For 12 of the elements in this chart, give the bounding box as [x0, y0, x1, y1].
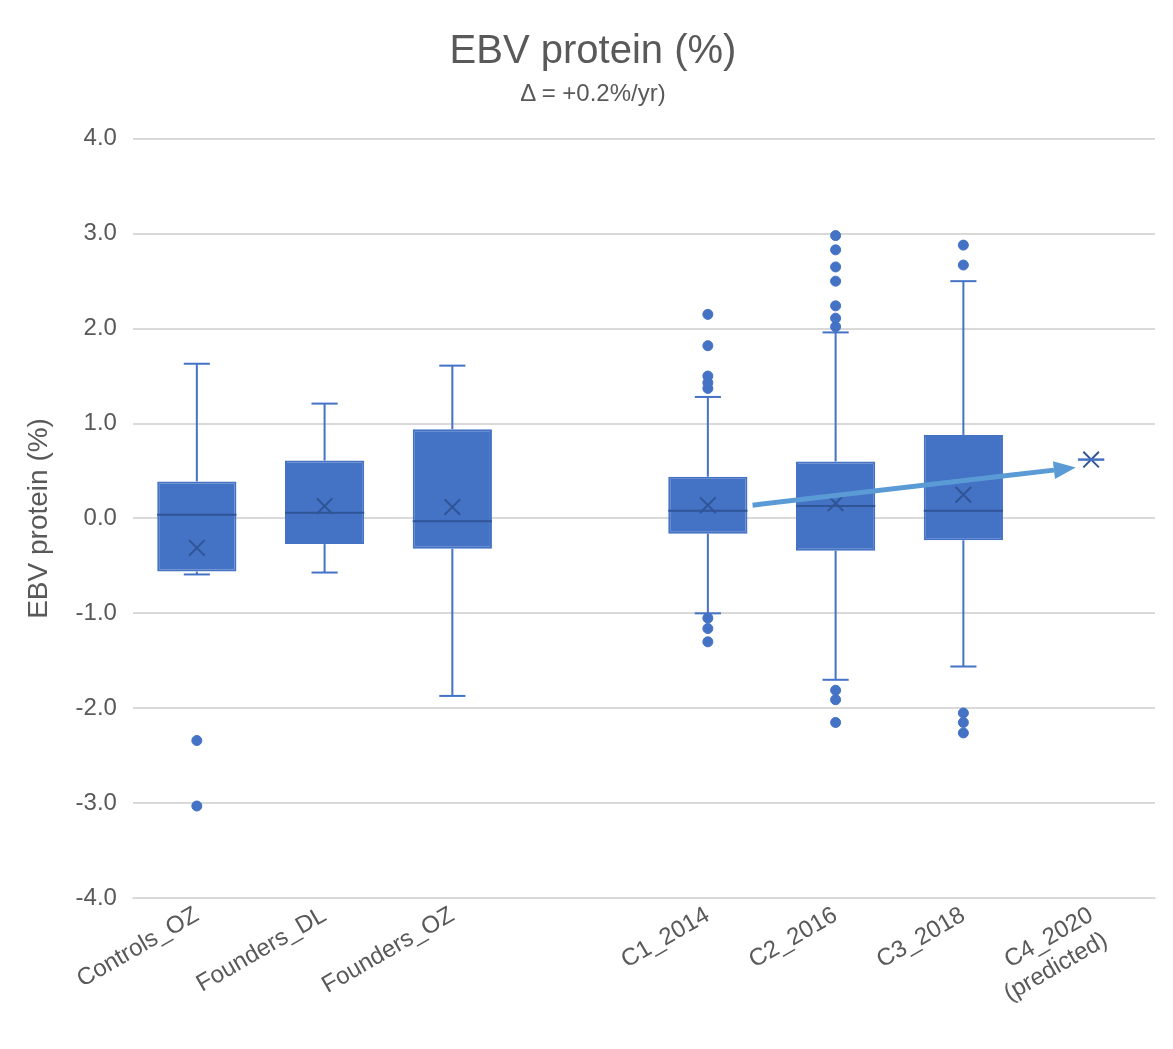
- y-tick-label: 1.0: [83, 408, 117, 436]
- y-tick-label: 0.0: [83, 503, 117, 531]
- y-tick-label: 3.0: [83, 218, 117, 246]
- y-axis-title: EBV protein (%): [21, 418, 53, 619]
- y-tick-label: 2.0: [83, 313, 117, 341]
- y-tick-label: -3.0: [75, 787, 117, 815]
- chart-title: EBV protein (%): [449, 27, 737, 72]
- y-tick-label: -4.0: [75, 882, 117, 910]
- chart-subtitle: Δ = +0.2%/yr): [520, 79, 666, 107]
- y-tick-label: -1.0: [75, 597, 117, 625]
- y-tick-label: 4.0: [83, 123, 117, 151]
- y-tick-label: -2.0: [75, 692, 117, 720]
